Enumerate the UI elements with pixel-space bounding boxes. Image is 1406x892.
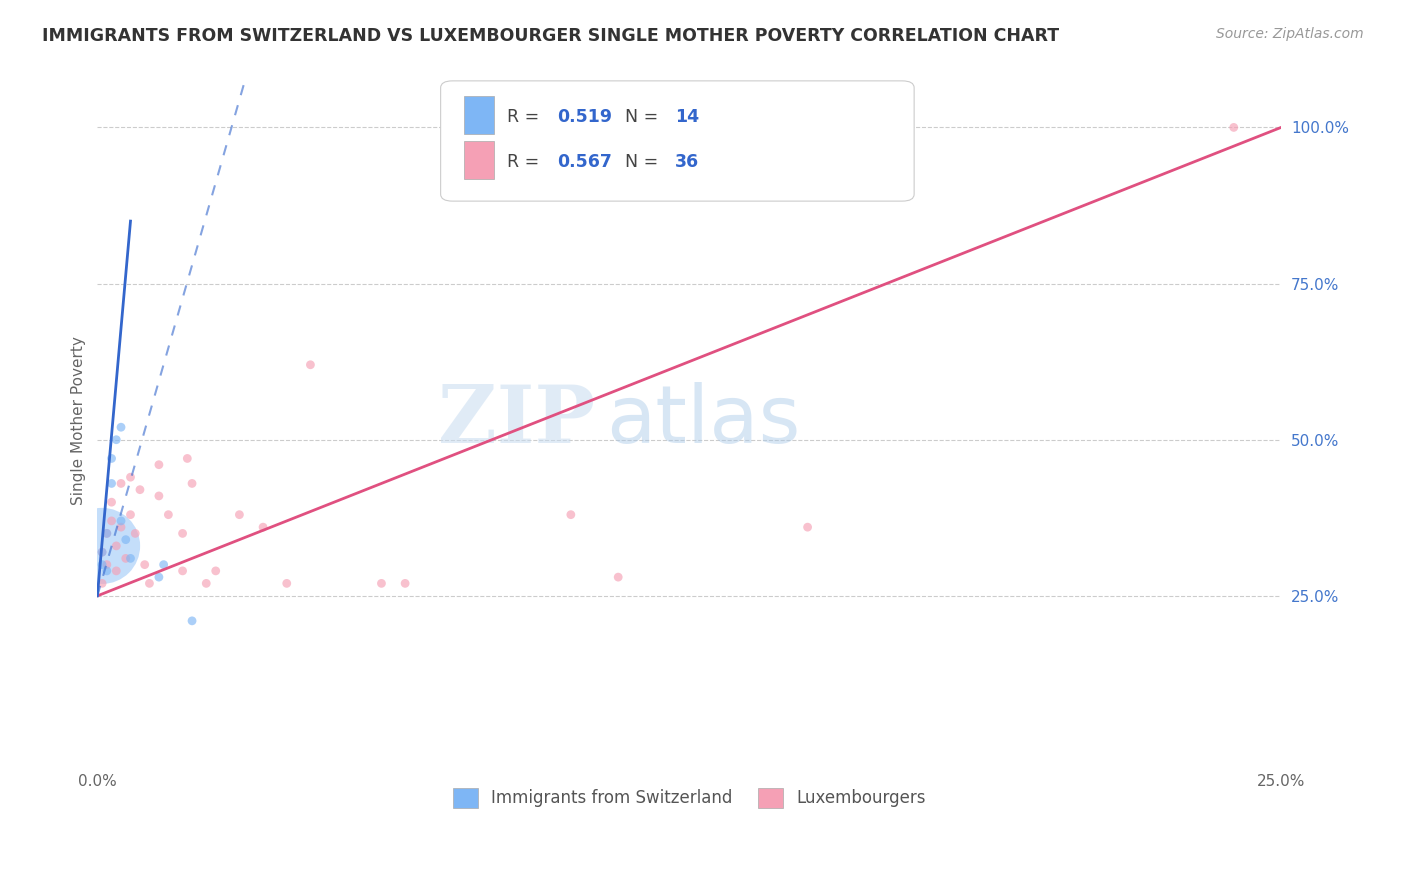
FancyBboxPatch shape [440, 81, 914, 201]
Y-axis label: Single Mother Poverty: Single Mother Poverty [72, 336, 86, 506]
Point [114, 533, 136, 547]
Point [120, 470, 142, 484]
Point [276, 576, 298, 591]
Point [100, 476, 122, 491]
Text: R =: R = [508, 108, 544, 126]
Point [96, 564, 118, 578]
Point [172, 526, 194, 541]
Point [129, 483, 152, 497]
Text: atlas: atlas [606, 382, 801, 460]
Point [204, 564, 226, 578]
Text: 14: 14 [675, 108, 699, 126]
Point [110, 476, 132, 491]
Point [91, 545, 114, 559]
Point [152, 558, 174, 572]
Point [560, 508, 582, 522]
Point [134, 558, 156, 572]
Point [796, 520, 818, 534]
Point [100, 514, 122, 528]
Point [100, 451, 122, 466]
Point [148, 570, 170, 584]
Point [91, 576, 114, 591]
Point [105, 564, 128, 578]
Point [228, 508, 250, 522]
Point [91, 558, 114, 572]
FancyBboxPatch shape [464, 96, 494, 134]
Point [91, 545, 114, 559]
Text: IMMIGRANTS FROM SWITZERLAND VS LUXEMBOURGER SINGLE MOTHER POVERTY CORRELATION CH: IMMIGRANTS FROM SWITZERLAND VS LUXEMBOUR… [42, 27, 1059, 45]
Point [114, 551, 136, 566]
Point [96, 526, 118, 541]
Point [394, 576, 416, 591]
Point [138, 576, 160, 591]
Point [96, 526, 118, 541]
Text: ZIP: ZIP [437, 382, 595, 460]
Text: 36: 36 [675, 153, 699, 171]
Point [91, 539, 114, 553]
Point [176, 451, 198, 466]
Text: N =: N = [626, 108, 664, 126]
Point [181, 476, 204, 491]
Point [1222, 120, 1244, 135]
Point [110, 514, 132, 528]
Point [607, 570, 630, 584]
Point [120, 508, 142, 522]
Point [120, 551, 142, 566]
Point [148, 458, 170, 472]
Point [110, 520, 132, 534]
Text: R =: R = [508, 153, 544, 171]
Point [181, 614, 204, 628]
Text: N =: N = [626, 153, 664, 171]
Point [96, 558, 118, 572]
Text: 0.519: 0.519 [557, 108, 612, 126]
Point [195, 576, 218, 591]
Point [299, 358, 322, 372]
Point [105, 539, 128, 553]
Point [370, 576, 392, 591]
Point [105, 433, 128, 447]
Point [157, 508, 180, 522]
Text: Source: ZipAtlas.com: Source: ZipAtlas.com [1216, 27, 1364, 41]
Text: 0.567: 0.567 [557, 153, 612, 171]
Legend: Immigrants from Switzerland, Luxembourgers: Immigrants from Switzerland, Luxembourge… [446, 780, 932, 814]
Point [100, 495, 122, 509]
Point [124, 526, 146, 541]
Point [110, 420, 132, 434]
FancyBboxPatch shape [464, 141, 494, 179]
Point [252, 520, 274, 534]
Point [172, 564, 194, 578]
Point [148, 489, 170, 503]
